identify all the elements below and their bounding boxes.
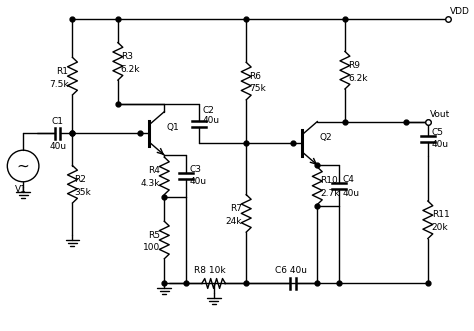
- Text: 75k: 75k: [249, 84, 266, 93]
- Text: 4.3k: 4.3k: [141, 179, 160, 188]
- Text: 20k: 20k: [432, 223, 448, 232]
- Text: Q2: Q2: [319, 133, 332, 142]
- Text: 7.5k: 7.5k: [49, 79, 69, 89]
- Text: 35k: 35k: [74, 188, 91, 197]
- Text: R2: R2: [74, 175, 86, 184]
- Text: 40u: 40u: [432, 140, 449, 149]
- Text: R11: R11: [432, 211, 449, 219]
- Text: R9: R9: [348, 61, 360, 70]
- Text: ~: ~: [17, 159, 29, 173]
- Text: 40u: 40u: [49, 142, 66, 151]
- Text: C1: C1: [52, 117, 64, 125]
- Text: C2: C2: [203, 106, 215, 115]
- Text: Vout: Vout: [430, 110, 450, 118]
- Text: 40u: 40u: [203, 116, 220, 125]
- Text: R10: R10: [320, 176, 338, 185]
- Text: C5: C5: [432, 128, 444, 137]
- Text: R5: R5: [148, 231, 160, 240]
- Text: 40u: 40u: [190, 177, 207, 186]
- Text: 24k: 24k: [226, 217, 242, 226]
- Text: C3: C3: [190, 166, 202, 174]
- Text: R6: R6: [249, 71, 261, 81]
- Text: C6 40u: C6 40u: [274, 265, 307, 275]
- Text: 100: 100: [143, 243, 160, 253]
- Text: C4: C4: [343, 175, 355, 184]
- Text: V1: V1: [15, 185, 27, 194]
- Text: Q1: Q1: [166, 123, 179, 132]
- Text: R7: R7: [230, 204, 242, 213]
- Text: R8 10k: R8 10k: [194, 265, 226, 275]
- Text: 6.2k: 6.2k: [121, 65, 140, 74]
- Text: 40u: 40u: [343, 189, 360, 198]
- Text: 2.7k: 2.7k: [320, 189, 340, 198]
- Text: R4: R4: [148, 166, 160, 175]
- Text: VDD: VDD: [449, 7, 469, 16]
- Text: R3: R3: [121, 52, 133, 61]
- Text: R1: R1: [56, 67, 69, 76]
- Text: 6.2k: 6.2k: [348, 73, 367, 83]
